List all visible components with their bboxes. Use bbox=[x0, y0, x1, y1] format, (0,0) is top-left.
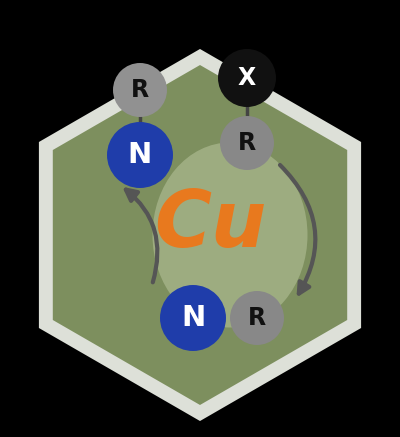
Circle shape bbox=[160, 285, 226, 351]
Circle shape bbox=[220, 116, 274, 170]
Text: N: N bbox=[128, 141, 152, 169]
Text: Cu: Cu bbox=[154, 187, 266, 263]
Text: R: R bbox=[248, 306, 266, 330]
Text: R: R bbox=[238, 131, 256, 155]
Circle shape bbox=[218, 49, 276, 107]
Circle shape bbox=[107, 122, 173, 188]
Text: R: R bbox=[131, 78, 149, 102]
Ellipse shape bbox=[152, 142, 308, 327]
FancyArrowPatch shape bbox=[280, 165, 315, 294]
Text: N: N bbox=[181, 304, 205, 332]
Circle shape bbox=[230, 291, 284, 345]
FancyArrowPatch shape bbox=[126, 190, 158, 282]
Circle shape bbox=[113, 63, 167, 117]
Text: X: X bbox=[238, 66, 256, 90]
Polygon shape bbox=[46, 57, 354, 413]
